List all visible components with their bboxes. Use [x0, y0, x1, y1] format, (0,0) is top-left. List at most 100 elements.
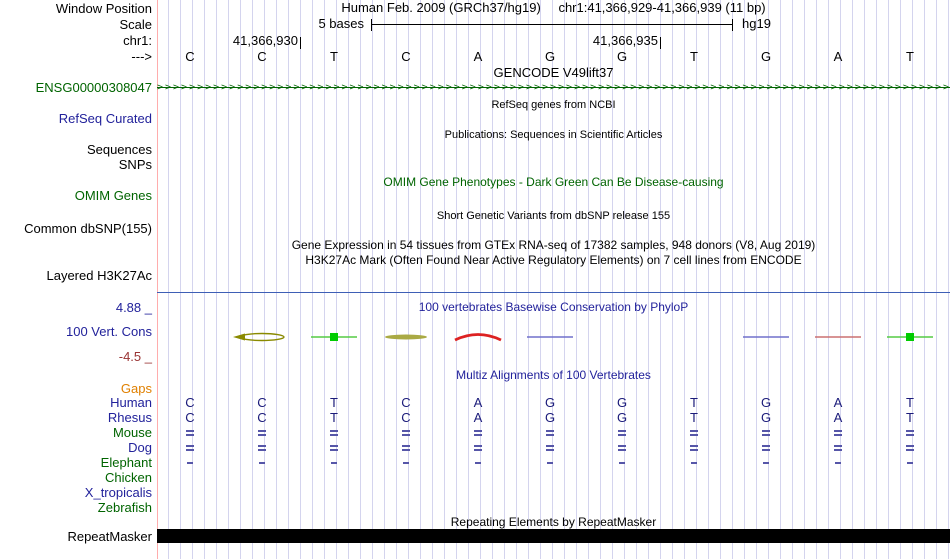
position-range: chr1:41,366,929-41,366,939 (11 bp) [558, 0, 766, 15]
alignment-base: T [906, 410, 914, 425]
track-heading-multiz[interactable]: Multiz Alignments of 100 Vertebrates [456, 368, 651, 382]
alignment-double-gap-glyph [474, 445, 482, 447]
alignment-double-gap-glyph [186, 449, 194, 451]
sequence-base: C [185, 49, 195, 64]
alignment-base: C [401, 410, 411, 425]
conservation-max-value: 4.88 _ [115, 300, 152, 315]
scale-bar [371, 19, 733, 31]
alignment-double-gap-glyph [834, 449, 842, 451]
alignment-double-gap-glyph [906, 449, 914, 451]
gene-body-line [157, 87, 950, 88]
ruler-tick-label: 41,366,935 [592, 33, 658, 48]
alignment-base: T [690, 395, 698, 410]
alignment-base: A [473, 410, 483, 425]
track-label-layered-h3k27ac[interactable]: Layered H3K27Ac [46, 268, 152, 283]
sequence-base: C [257, 49, 267, 64]
alignment-double-gap-glyph [258, 430, 266, 432]
alignment-double-gap-glyph [762, 449, 770, 451]
alignment-single-gap-glyph [187, 462, 193, 464]
ruler-tick-mark [300, 37, 301, 49]
track-label-refseq-curated[interactable]: RefSeq Curated [58, 111, 152, 126]
multiz-species-label[interactable]: Chicken [105, 470, 152, 485]
sequence-base: C [401, 49, 411, 64]
multiz-species-label[interactable]: Dog [128, 440, 152, 455]
alignment-double-gap-glyph [546, 445, 554, 447]
alignment-double-gap-glyph [186, 434, 194, 436]
alignment-single-gap-glyph [331, 462, 337, 464]
sequence-base: G [616, 49, 628, 64]
alignment-single-gap-glyph [763, 462, 769, 464]
multiz-species-label[interactable]: Rhesus [107, 410, 152, 425]
track-heading-publications[interactable]: Publications: Sequences in Scientific Ar… [444, 129, 663, 141]
multiz-species-label[interactable]: Mouse [112, 425, 152, 440]
multiz-species-label[interactable]: Human [110, 395, 152, 410]
track-label-sequences[interactable]: Sequences [86, 142, 152, 157]
track-heading-gtex[interactable]: Gene Expression in 54 tissues from GTEx … [291, 238, 816, 252]
alignment-double-gap-glyph [258, 449, 266, 451]
chromosome-label: chr1: [123, 33, 152, 48]
alignment-double-gap-glyph [330, 434, 338, 436]
track-heading-refseq[interactable]: RefSeq genes from NCBI [491, 99, 616, 111]
conservation-min-value: -4.5 _ [118, 349, 152, 364]
alignment-double-gap-glyph [690, 430, 698, 432]
label-track-divider-line [157, 0, 158, 559]
multiz-species-label[interactable]: X_tropicalis [84, 485, 152, 500]
alignment-double-gap-glyph [690, 445, 698, 447]
sequence-base: T [330, 49, 338, 64]
alignment-base: G [544, 410, 556, 425]
alignment-double-gap-glyph [258, 434, 266, 436]
alignment-double-gap-glyph [834, 434, 842, 436]
ruler-tick-label: 41,366,930 [232, 33, 298, 48]
track-label-100-vert-cons[interactable]: 100 Vert. Cons [66, 324, 152, 339]
alignment-double-gap-glyph [906, 430, 914, 432]
sequence-base: T [906, 49, 914, 64]
alignment-double-gap-glyph [330, 445, 338, 447]
alignment-base: G [616, 410, 628, 425]
alignment-double-gap-glyph [690, 449, 698, 451]
alignment-single-gap-glyph [547, 462, 553, 464]
multiz-species-label[interactable]: Gaps [120, 381, 152, 396]
sequence-base: G [760, 49, 772, 64]
alignment-single-gap-glyph [475, 462, 481, 464]
track-label-common-dbsnp[interactable]: Common dbSNP(155) [24, 221, 152, 236]
track-label-repeatmasker[interactable]: RepeatMasker [67, 529, 152, 544]
track-heading-omim[interactable]: OMIM Gene Phenotypes - Dark Green Can Be… [383, 175, 724, 189]
sequence-base: T [690, 49, 698, 64]
alignment-double-gap-glyph [618, 449, 626, 451]
gene-item-label[interactable]: ENSG00000308047 [35, 80, 152, 95]
track-heading-dbsnp[interactable]: Short Genetic Variants from dbSNP releas… [436, 210, 671, 222]
alignment-base: A [833, 395, 843, 410]
track-heading-gencode[interactable]: GENCODE V49lift37 [493, 65, 614, 80]
track-heading-repeatmasker[interactable]: Repeating Elements by RepeatMasker [450, 515, 657, 529]
track-label-snps[interactable]: SNPs [118, 157, 152, 172]
ruler-tick-mark [660, 37, 661, 49]
alignment-base: G [616, 395, 628, 410]
alignment-double-gap-glyph [474, 449, 482, 451]
alignment-base: G [760, 410, 772, 425]
repeatmasker-element-bar[interactable] [157, 529, 950, 543]
alignment-double-gap-glyph [546, 449, 554, 451]
alignment-double-gap-glyph [330, 430, 338, 432]
gene-strand-arrows[interactable]: >>>>>>>>>>>>>>>>>>>>>>>>>>>>>>>>>>>>>>>>… [157, 82, 950, 93]
alignment-double-gap-glyph [474, 430, 482, 432]
track-heading-phylop[interactable]: 100 vertebrates Basewise Conservation by… [418, 300, 689, 314]
alignment-double-gap-glyph [906, 434, 914, 436]
conservation-wiggle-glyphs [233, 332, 933, 342]
assembly-short-name: hg19 [742, 16, 771, 31]
alignment-base: G [760, 395, 772, 410]
alignment-double-gap-glyph [474, 434, 482, 436]
multiz-species-label[interactable]: Elephant [100, 455, 152, 470]
track-heading-h3k27ac[interactable]: H3K27Ac Mark (Often Found Near Active Re… [305, 253, 802, 267]
alignment-base: A [833, 410, 843, 425]
sequence-base: G [544, 49, 556, 64]
alignment-double-gap-glyph [762, 445, 770, 447]
alignment-double-gap-glyph [546, 430, 554, 432]
alignment-double-gap-glyph [330, 449, 338, 451]
alignment-base: C [257, 410, 267, 425]
multiz-species-label[interactable]: Zebrafish [97, 500, 152, 515]
base-position-gridlines [158, 0, 950, 559]
track-label-omim-genes[interactable]: OMIM Genes [74, 188, 152, 203]
assembly-title: Human Feb. 2009 (GRCh37/hg19) [341, 0, 541, 15]
